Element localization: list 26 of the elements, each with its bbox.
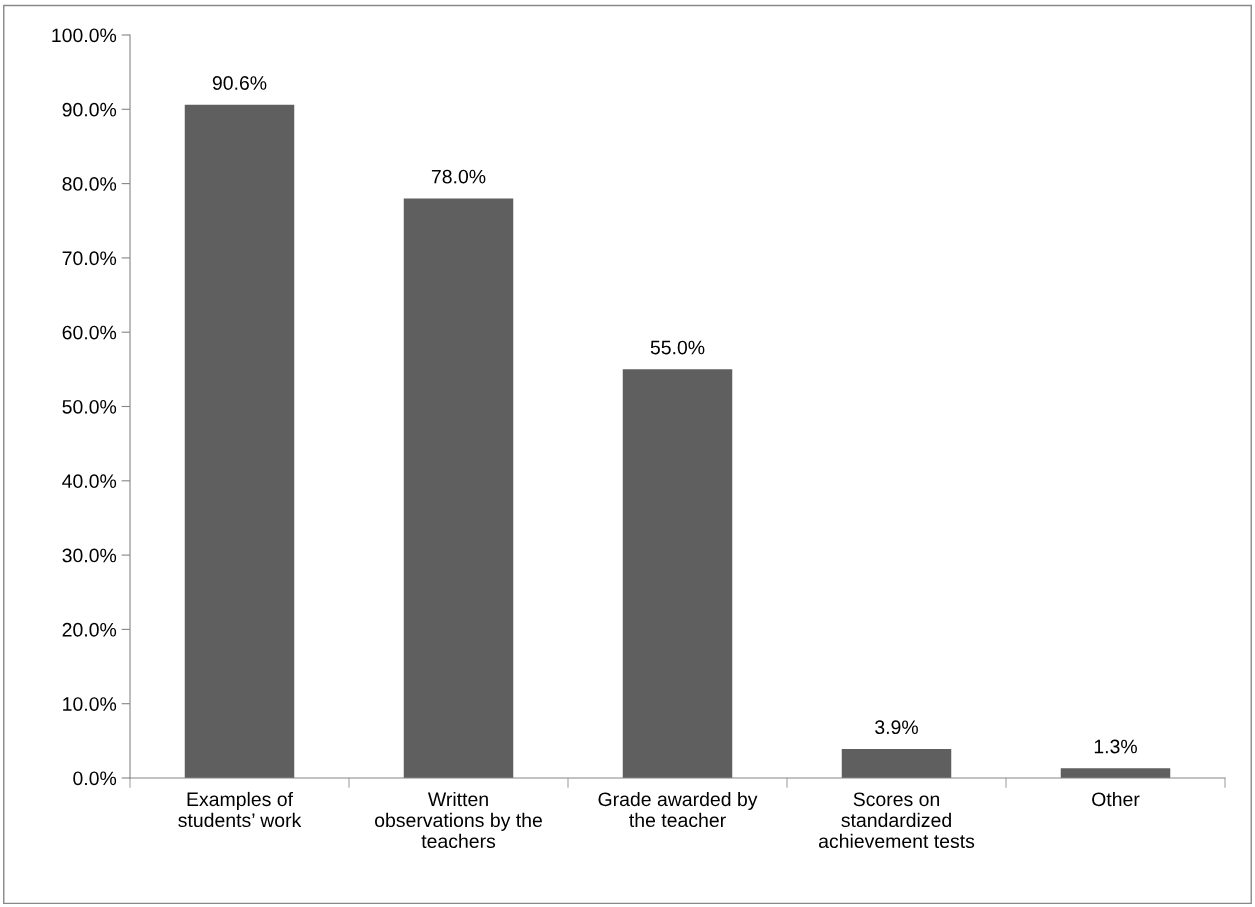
- bar: [841, 749, 952, 778]
- y-tick-label: 50.0%: [62, 399, 117, 414]
- data-label: 78.0%: [431, 169, 486, 184]
- x-tick-label: Scores on standardized achievement tests: [818, 792, 975, 849]
- y-tick-label: 10.0%: [63, 697, 117, 711]
- y-tick-label: 40.0%: [62, 474, 117, 489]
- x-tick-label: Grade awarded by the teacher: [598, 791, 758, 828]
- data-label: 90.6%: [212, 76, 267, 90]
- bar: [184, 104, 295, 778]
- y-tick-label: 20.0%: [62, 622, 117, 637]
- data-label: 1.3%: [1094, 739, 1137, 754]
- y-tick-label: 30.0%: [62, 548, 117, 563]
- data-label: 55.0%: [650, 340, 705, 355]
- y-tick-label: 70.0%: [62, 251, 117, 266]
- bar: [1060, 768, 1171, 778]
- bar: [403, 198, 514, 778]
- x-tick-label: Written observations by the teachers: [375, 791, 542, 849]
- y-tick-label: 100.0%: [52, 28, 117, 43]
- y-tick-label: 0.0%: [73, 771, 117, 786]
- x-tick-label: Other: [1092, 791, 1140, 807]
- y-tick-label: 90.0%: [62, 102, 117, 117]
- x-tick-label: Examples of students’ work: [178, 791, 302, 828]
- y-tick-label: 80.0%: [62, 177, 117, 191]
- bar: [622, 369, 733, 778]
- data-label: 3.9%: [875, 720, 918, 735]
- y-tick-label: 60.0%: [62, 325, 117, 340]
